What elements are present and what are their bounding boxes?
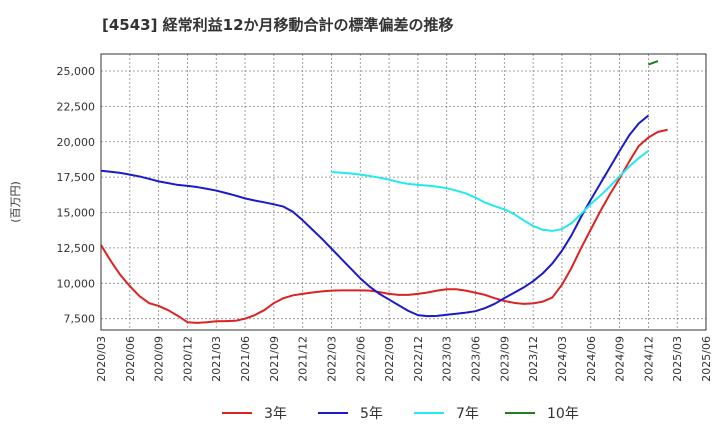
x-tick-label: 2022/12 (412, 336, 425, 382)
y-tick-label: 20,000 (57, 136, 96, 149)
x-tick-label: 2021/03 (210, 336, 223, 382)
x-tick-label: 2021/06 (239, 336, 252, 382)
x-tick-label: 2023/09 (498, 336, 511, 382)
y-tick-label: 22,500 (57, 100, 96, 113)
legend: 3年 5年 7年 10年 (222, 406, 579, 422)
x-tick-label: 2022/06 (354, 336, 367, 382)
y-axis-label: (百万円) (9, 181, 22, 223)
x-tick-label: 2024/12 (642, 336, 655, 382)
series-layer (100, 60, 668, 324)
legend-label: 5年 (360, 406, 383, 422)
x-tick-label: 2020/12 (181, 336, 194, 382)
x-tick-label: 2024/09 (614, 336, 627, 382)
x-tick-label: 2021/09 (268, 336, 281, 382)
y-tick-label: 17,500 (57, 171, 96, 184)
y-tick-label: 7,500 (64, 313, 96, 326)
y-tick-label: 15,000 (57, 207, 96, 220)
chart-title: [4543] 経常利益12か月移動合計の標準偏差の推移 (102, 16, 454, 34)
x-tick-label: 2023/12 (527, 336, 540, 382)
x-tick-label: 2023/06 (470, 336, 483, 382)
x-tick-label: 2022/03 (325, 336, 338, 382)
series-line-4 (648, 60, 659, 66)
plot-frame (100, 53, 707, 331)
x-tick-label: 2025/06 (700, 336, 713, 382)
x-tick-label: 2025/03 (671, 336, 684, 382)
x-tick-label: 2022/09 (383, 336, 396, 382)
series-line-1 (100, 128, 668, 324)
y-tick-label: 10,000 (57, 277, 96, 290)
x-tick-label: 2020/06 (124, 336, 137, 382)
x-tick-label: 2023/03 (441, 336, 454, 382)
series-line-3 (331, 150, 649, 232)
x-tick-label: 2024/06 (585, 336, 598, 382)
legend-label: 10年 (547, 406, 579, 422)
y-tick-label: 12,500 (57, 242, 96, 255)
grid-layer (100, 54, 707, 330)
x-tick-label: 2020/03 (95, 336, 108, 382)
x-tick-label: 2021/12 (297, 336, 310, 382)
legend-label: 7年 (456, 406, 479, 422)
x-tick-label: 2024/03 (556, 336, 569, 382)
legend-label: 3年 (264, 406, 287, 422)
series-line-2 (100, 114, 650, 318)
x-tick-labels: 2020/03 2020/06 2020/09 2020/12 2021/03 2021/… (95, 336, 713, 382)
y-tick-labels: 7,500 10,000 12,500 15,000 17,500 20,000 22,50… (57, 65, 96, 326)
y-tick-label: 25,000 (57, 65, 96, 78)
x-tick-label: 2020/09 (153, 336, 166, 382)
